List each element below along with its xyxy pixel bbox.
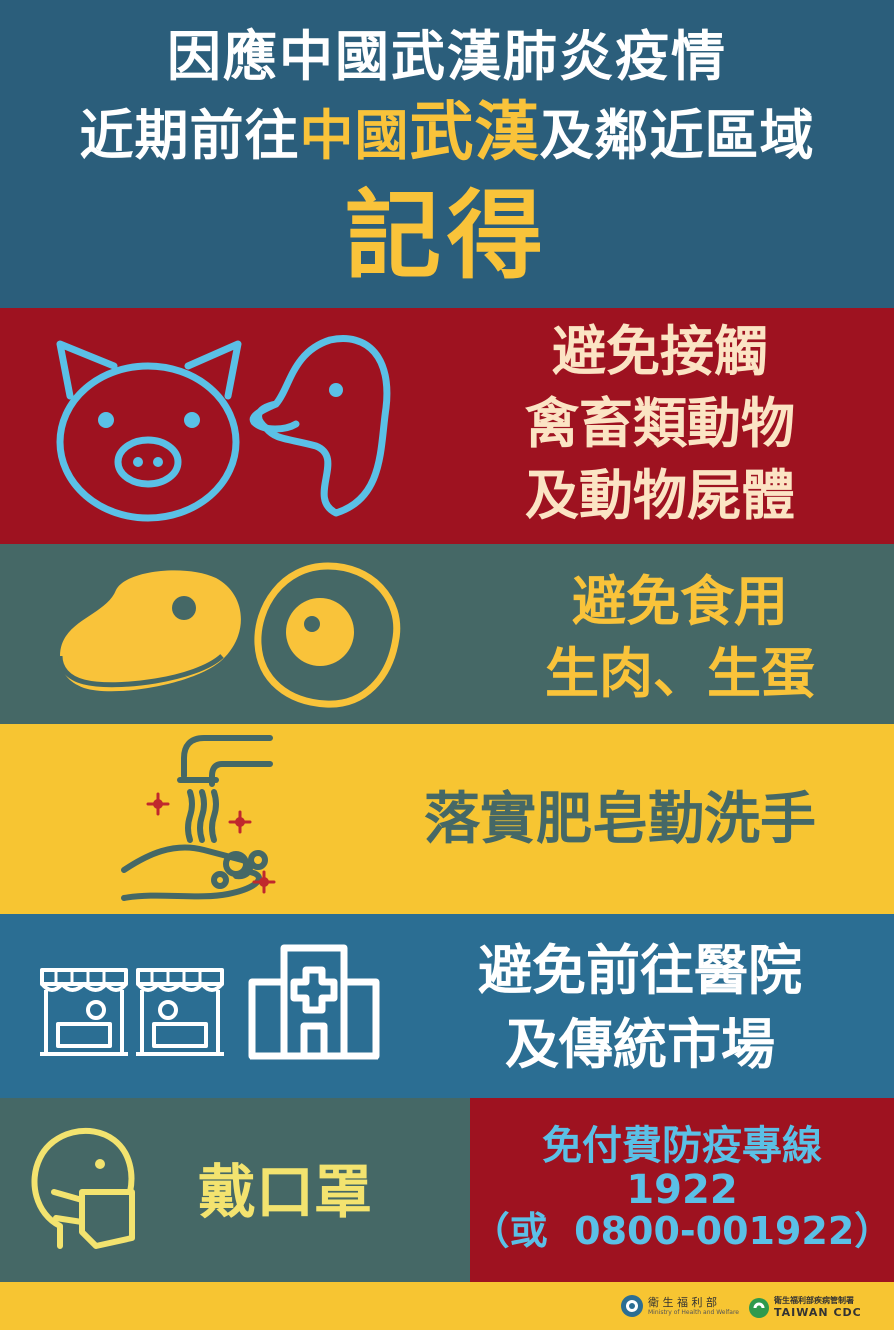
- tip-1-text: 避免接觸 禽畜類動物 及動物屍體: [440, 316, 880, 532]
- duck-icon: [249, 335, 391, 517]
- mohw-logo: 衛 生 福 利 部 Ministry of Health and Welfare: [620, 1294, 739, 1318]
- tip-4-text: 避免前往醫院 及傳統市場: [430, 934, 850, 1082]
- tip-5-text: 戴口罩: [197, 1158, 372, 1226]
- handwashing-icon: [121, 735, 276, 901]
- hospital-icon: [248, 944, 380, 1060]
- tip-avoid-animals: 避免接觸 禽畜類動物 及動物屍體: [0, 308, 894, 544]
- hotline-title: 免付費防疫專線: [542, 1123, 822, 1169]
- mohw-emblem-icon: [621, 1295, 643, 1317]
- egg-icon: [254, 562, 401, 708]
- cdc-logo: 衛生福利部疾病管制署 TAIWAN CDC: [748, 1296, 862, 1319]
- face-mask-icon: [31, 1128, 135, 1249]
- tip-1-line-3: 及動物屍體: [525, 464, 795, 527]
- raw-meat-icon: [57, 570, 241, 692]
- cdc-english-name: TAIWAN CDC: [774, 1306, 862, 1319]
- tip-2-text: 避免食用 生肉、生蛋: [500, 566, 860, 710]
- cdc-emblem-icon: [749, 1297, 769, 1318]
- tip-4-line-1: 避免前往醫院: [478, 939, 802, 1002]
- headline-remember: 記得: [345, 180, 549, 292]
- tip-2-line-2: 生肉、生蛋: [545, 642, 815, 705]
- tip-4-line-2: 及傳統市場: [505, 1013, 775, 1076]
- pig-icon: [56, 340, 242, 522]
- mohw-english-name: Ministry of Health and Welfare: [648, 1309, 739, 1316]
- market-stall-icon: [136, 968, 224, 1056]
- tip-avoid-raw-food: 避免食用 生肉、生蛋: [0, 544, 894, 724]
- headline-pre: 近期前往: [79, 104, 300, 167]
- tip-mask-and-hotline: 戴口罩 免付費防疫專線 1922 （或 0800-001922）: [0, 1098, 894, 1282]
- hotline-alt-number: （或 0800-001922）: [471, 1209, 893, 1253]
- tip-avoid-hospitals-markets: 避免前往醫院 及傳統市場: [0, 914, 894, 1098]
- tip-2-line-1: 避免食用: [572, 570, 788, 633]
- hotline-number: 1922: [626, 1167, 738, 1213]
- headline-line-1: 因應中國武漢肺炎疫情: [167, 25, 727, 88]
- headline-post: 及鄰近區域: [539, 104, 815, 167]
- cdc-name: 衛生福利部疾病管制署: [774, 1296, 854, 1305]
- market-stall-icon: [40, 968, 128, 1056]
- header-band: 因應中國武漢肺炎疫情 近期前往中國武漢及鄰近區域 記得: [0, 0, 894, 308]
- headline-highlight-china: 中國: [299, 104, 410, 167]
- tip-1-line-2: 禽畜類動物: [525, 392, 795, 455]
- tip-handwashing: 落實肥皂勤洗手: [0, 724, 894, 914]
- tip-1-line-1: 避免接觸: [552, 320, 768, 383]
- headline-highlight-wuhan: 武漢: [409, 96, 540, 170]
- hotline-box: 免付費防疫專線 1922 （或 0800-001922）: [470, 1098, 894, 1282]
- mohw-name: 衛 生 福 利 部: [648, 1296, 717, 1309]
- headline-line-2: 近期前往中國武漢及鄰近區域: [0, 96, 894, 173]
- tip-3-text: 落實肥皂勤洗手: [424, 787, 816, 852]
- footer-band: 衛 生 福 利 部 Ministry of Health and Welfare…: [0, 1282, 894, 1330]
